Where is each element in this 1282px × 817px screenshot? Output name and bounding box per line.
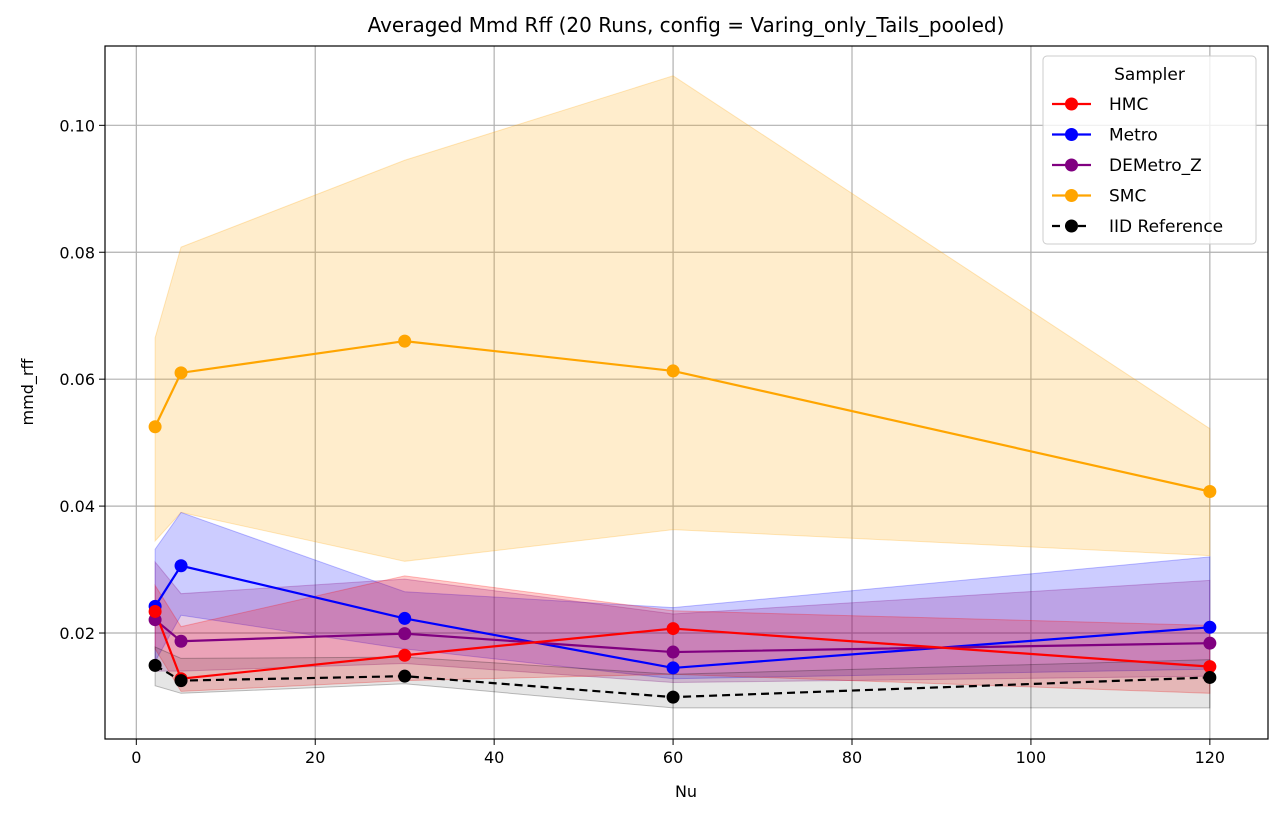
error-bands — [154, 75, 1211, 709]
axis-ticks: 0 20 40 60 80 100 120 0.02 0.04 0.06 0.08 0.10 — [59, 116, 1225, 767]
x-tick-label: 60 — [663, 748, 683, 767]
legend: Sampler HMC Metro DEMetro_Z SMC IID Reference — [1042, 55, 1257, 245]
demetro-z-point — [666, 645, 680, 659]
smc-band — [154, 75, 1211, 562]
y-tick-label: 0.02 — [59, 624, 95, 643]
iid-reference-point — [1203, 670, 1217, 684]
demetro-z-point — [398, 627, 412, 641]
y-tick-label: 0.04 — [59, 497, 95, 516]
chart-title: Averaged Mmd Rff (20 Runs, config = Vari… — [368, 13, 1005, 37]
legend-label-hmc: HMC — [1109, 95, 1148, 115]
legend-box — [1042, 55, 1257, 245]
x-tick-label: 80 — [842, 748, 862, 767]
iid-reference-point — [148, 658, 162, 672]
metro-point — [174, 559, 188, 573]
smc-point — [666, 364, 680, 378]
y-tick-label: 0.06 — [59, 370, 95, 389]
smc-point — [398, 334, 412, 348]
hmc-point — [148, 604, 162, 618]
hmc-point — [1203, 660, 1217, 674]
x-tick-label: 0 — [131, 748, 141, 767]
metro-point — [1203, 620, 1217, 634]
x-tick-label: 20 — [305, 748, 325, 767]
smc-point — [174, 366, 188, 380]
legend-label-smc: SMC — [1109, 187, 1146, 207]
iid-reference-point — [666, 690, 680, 704]
hmc-point — [398, 648, 412, 662]
y-tick-label: 0.10 — [59, 116, 95, 135]
hmc-band — [154, 575, 1211, 694]
y-tick-label: 0.08 — [59, 243, 95, 262]
metro-point — [398, 611, 412, 625]
y-axis-label: mmd_rff — [18, 358, 38, 426]
legend-swatch-marker — [1065, 158, 1078, 172]
demetro-z-point — [174, 634, 188, 648]
legend-swatch-marker — [1065, 97, 1078, 111]
x-tick-label: 120 — [1195, 748, 1226, 767]
legend-label-metro: Metro — [1109, 126, 1158, 146]
smc-point — [148, 420, 162, 434]
hmc-point — [666, 622, 680, 636]
legend-title: Sampler — [1114, 65, 1185, 85]
iid-reference-point — [174, 674, 188, 688]
grid — [105, 46, 1268, 739]
metro-point — [666, 661, 680, 675]
plot-frame — [104, 45, 1269, 740]
x-axis-label: Nu — [675, 782, 697, 801]
x-tick-label: 100 — [1016, 748, 1047, 767]
legend-label-demetro-z: DEMetro_Z — [1109, 156, 1202, 176]
legend-swatch-marker — [1065, 128, 1078, 141]
legend-swatch-marker — [1065, 189, 1078, 202]
smc-point — [1203, 485, 1217, 498]
x-tick-label: 40 — [484, 748, 504, 767]
series-markers — [148, 334, 1217, 704]
iid-reference-point — [398, 669, 412, 683]
iid-reference-band — [154, 646, 1211, 709]
legend-swatch-marker — [1065, 219, 1078, 233]
legend-label-iid-reference: IID Reference — [1109, 217, 1223, 237]
demetro-z-point — [1203, 636, 1217, 650]
